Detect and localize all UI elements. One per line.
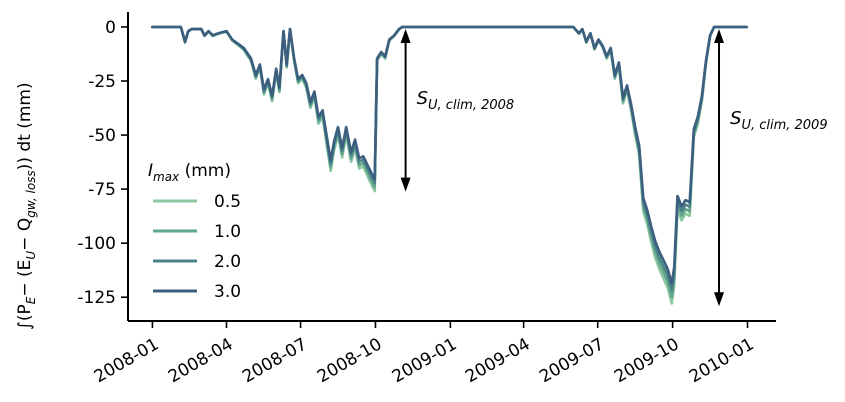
legend-entry-label: 2.0	[214, 252, 241, 272]
x-tick-label: 2009-10	[611, 334, 683, 387]
annotation-arrow-head	[400, 28, 411, 43]
series-line-2.0	[151, 25, 749, 292]
series-lines	[151, 25, 749, 305]
x-tick-label: 2008-10	[314, 334, 386, 387]
annotation-arrow-head	[400, 177, 411, 192]
x-tick-label: 2008-07	[239, 334, 311, 387]
x-tick-label: 2010-01	[686, 334, 758, 387]
y-tick-label: -100	[77, 234, 116, 254]
y-tick-label: -75	[88, 180, 116, 200]
y-tick-label: -50	[88, 126, 116, 146]
y-tick-label: -125	[77, 288, 116, 308]
y-tick-label: 0	[105, 18, 116, 38]
annotation-arrow-head	[714, 292, 725, 307]
legend-entry-label: 0.5	[214, 192, 241, 212]
x-tick-label: 2009-01	[389, 334, 461, 387]
annotation-arrow-head	[714, 28, 725, 43]
annotation-label: SU, clim, 2009	[730, 108, 828, 133]
y-axis-label: ∫(PE− (EU− Qgw, loss)) dt (mm)	[15, 82, 38, 330]
x-tick-label: 2008-01	[91, 334, 163, 387]
y-axis-label-text: ∫(PE− (EU− Qgw, loss)) dt (mm)	[15, 82, 38, 330]
series-line-3.0	[151, 25, 749, 285]
x-tick-label: 2009-07	[536, 334, 608, 387]
x-tick-label: 2008-04	[165, 334, 237, 387]
legend: Imax (mm) 0.5 1.0 2.0 3.0	[148, 161, 241, 302]
annotation-label: SU, clim, 2008	[417, 88, 515, 113]
series-line-1.0	[151, 25, 749, 299]
annotations: SU, clim, 2008 SU, clim, 2009	[400, 28, 828, 307]
legend-title: Imax (mm)	[148, 161, 231, 184]
legend-entry-label: 1.0	[214, 222, 241, 242]
x-tick-label: 2009-04	[462, 334, 534, 387]
y-tick-label: -25	[88, 72, 116, 92]
legend-entry-label: 3.0	[214, 282, 241, 302]
